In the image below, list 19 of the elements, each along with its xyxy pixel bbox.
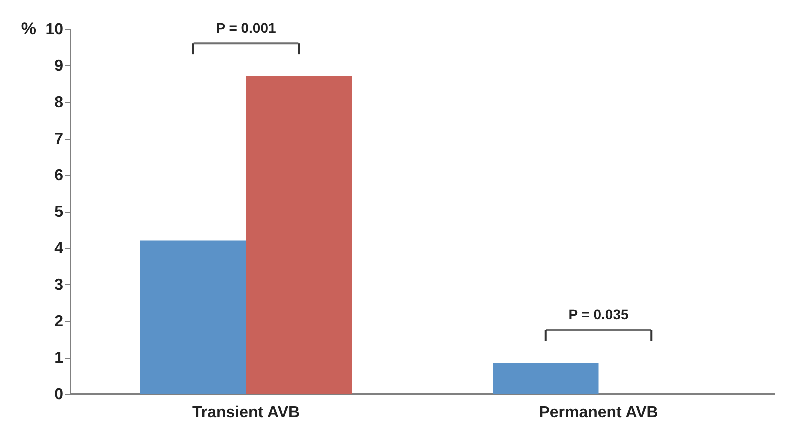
y-tick-label: 0 (54, 386, 64, 404)
y-tick-label: 10 (46, 22, 64, 38)
y-tick-label: 9 (54, 58, 64, 75)
x-tick-label: Permanent AVB (539, 404, 658, 422)
x-tick-label: Transient AVB (192, 404, 300, 422)
y-tick-label: 3 (54, 277, 64, 294)
y-tick-label: 7 (54, 131, 64, 148)
y-tick-label: 5 (54, 204, 64, 221)
bar (246, 76, 352, 394)
y-tick-label: 1 (54, 350, 64, 367)
y-tick-label: 6 (54, 168, 64, 184)
annotation: P = 0.035 (568, 306, 629, 323)
bar (140, 240, 246, 394)
y-tick-label: 2 (54, 314, 64, 330)
bar (493, 362, 599, 394)
annotation: P = 0.001 (216, 20, 276, 36)
y-axis-title: % (21, 20, 36, 38)
y-tick-label: 4 (54, 240, 64, 258)
y-tick-label: 8 (54, 94, 64, 112)
